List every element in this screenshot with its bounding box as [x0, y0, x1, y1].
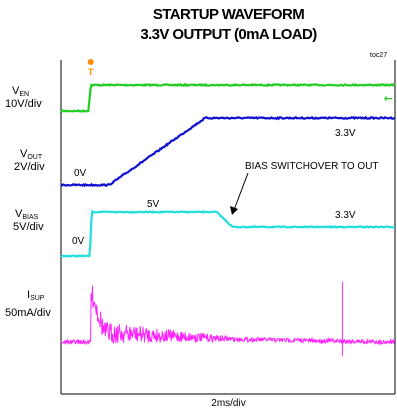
bias-3v3-label: 3.3V — [335, 210, 356, 221]
trace-en — [60, 82, 396, 114]
switchover-pointer — [233, 172, 249, 211]
chart-subtitle: 3.3V OUTPUT (0mA LOAD) — [140, 26, 317, 43]
bias-5v-label: 5V — [147, 199, 160, 210]
trigger-marker: T — [88, 67, 94, 77]
en-level-arrow: ← — [384, 92, 393, 105]
en-channel-label: VEN — [12, 85, 30, 98]
figure-id: toc27 — [370, 52, 388, 59]
bias-scale-label: 5V/div — [13, 221, 44, 233]
sup-scale-label: 50mA/div — [5, 307, 51, 319]
switchover-arrowhead — [230, 206, 238, 215]
out-final-value-label: 3.3V — [335, 128, 356, 139]
plot-frame — [60, 60, 396, 395]
sup-channel-label: ISUP — [27, 289, 45, 302]
trace-sup — [60, 285, 396, 346]
trace-bias — [60, 209, 396, 258]
en-scale-label: 10V/div — [5, 98, 42, 110]
x-axis-label: 2ms/div — [211, 398, 246, 409]
markers: T← — [87, 59, 393, 215]
chart-title: STARTUP WAVEFORM — [152, 6, 305, 23]
out-initial-value-label: 0V — [74, 168, 87, 179]
out-channel-label: VOUT — [20, 148, 43, 161]
bias-channel-label: VBIAS — [15, 208, 39, 221]
trigger-dot — [87, 59, 94, 65]
trace-out — [60, 115, 396, 188]
bias-switchover-label: BIAS SWITCHOVER TO OUT — [245, 161, 379, 172]
out-scale-label: 2V/div — [14, 161, 45, 173]
bias-0v-label: 0V — [72, 236, 85, 247]
traces — [60, 82, 396, 356]
